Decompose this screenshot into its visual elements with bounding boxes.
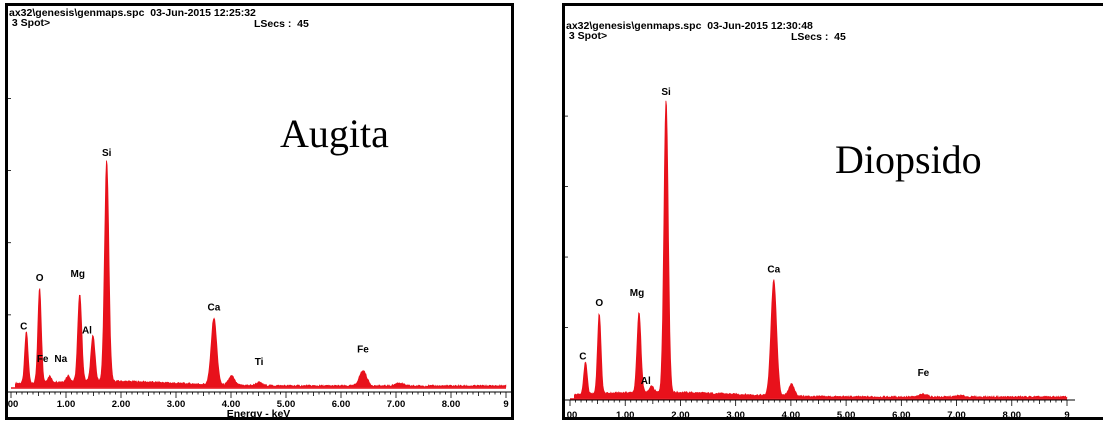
file-header: ax32\genesis\genmaps.spc 03-Jun-2015 12:… [566, 20, 813, 32]
x-tick-label: 8.00 [442, 399, 461, 410]
x-tick-label: 3.00 [726, 410, 745, 420]
x-tick-label: 5.00 [277, 399, 296, 410]
x-tick-label: 00 [8, 399, 18, 410]
x-tick-label: 2.00 [671, 410, 690, 420]
chart-title: Diopsido [835, 137, 982, 182]
chart-title: Augita [280, 111, 389, 156]
peak-label: Si [661, 87, 671, 98]
x-tick-label: 9 [1064, 410, 1069, 420]
spot-label: 3 Spot> [566, 30, 608, 42]
spot-label: 3 Spot> [9, 17, 51, 29]
peak-label: Ca [767, 265, 780, 276]
x-tick-label: 1.00 [616, 410, 635, 420]
peak-label: Mg [630, 288, 644, 299]
x-tick-label: 8.00 [1003, 410, 1022, 420]
spectrum-plot: 00 1.00 2.00 3.00 4.00 5.00 6.00 7.00 8.00 9 C O Mg A… [565, 87, 1075, 420]
spectrum-panel-augita: ax32\genesis\genmaps.spc 03-Jun-2015 12:… [5, 3, 514, 420]
x-tick-label: 6.00 [332, 399, 351, 410]
x-tick-label: 7.00 [947, 410, 966, 420]
spectrum-trace [574, 100, 1068, 399]
x-tick-label: 1.00 [57, 399, 76, 410]
x-tick-label: 2.00 [112, 399, 131, 410]
x-tick-label: 4.00 [222, 399, 241, 410]
file-header: ax32\genesis\genmaps.spc 03-Jun-2015 12:… [9, 7, 256, 19]
peak-label: O [595, 298, 603, 309]
x-tick-label: 7.00 [387, 399, 406, 410]
peak-label: Mg [71, 269, 85, 280]
x-tick-label: 5.00 [837, 410, 856, 420]
peak-label: Si [102, 148, 112, 159]
spectrum-plot: 00 1.00 2.00 3.00 4.00 5.00 6.00 7.00 8.00 9 Energ… [8, 98, 511, 420]
peak-label: O [36, 273, 44, 284]
peak-label: Fe [37, 354, 49, 365]
peak-label: Ti [255, 357, 264, 368]
x-tick-label: 9 [503, 399, 508, 410]
peak-label: Na [54, 354, 67, 365]
x-tick-label: 3.00 [167, 399, 186, 410]
x-tick-label: 00 [567, 410, 578, 420]
peak-label: Al [82, 326, 92, 337]
peak-label: Al [641, 376, 651, 387]
peak-label: Fe [918, 368, 930, 379]
lsecs-label: LSecs : 45 [791, 31, 846, 43]
peak-label: C [20, 321, 27, 332]
x-tick-label: 4.00 [782, 410, 801, 420]
spectrum-trace [15, 160, 507, 388]
x-axis-label: Energy - keV [227, 408, 291, 420]
spectrum-panel-diopsido: ax32\genesis\genmaps.spc 03-Jun-2015 12:… [562, 3, 1103, 420]
peak-label: Ca [208, 302, 221, 313]
x-tick-label: 6.00 [892, 410, 911, 420]
lsecs-label: LSecs : 45 [254, 18, 309, 30]
peak-label: Fe [357, 345, 369, 356]
peak-label: C [579, 351, 586, 362]
